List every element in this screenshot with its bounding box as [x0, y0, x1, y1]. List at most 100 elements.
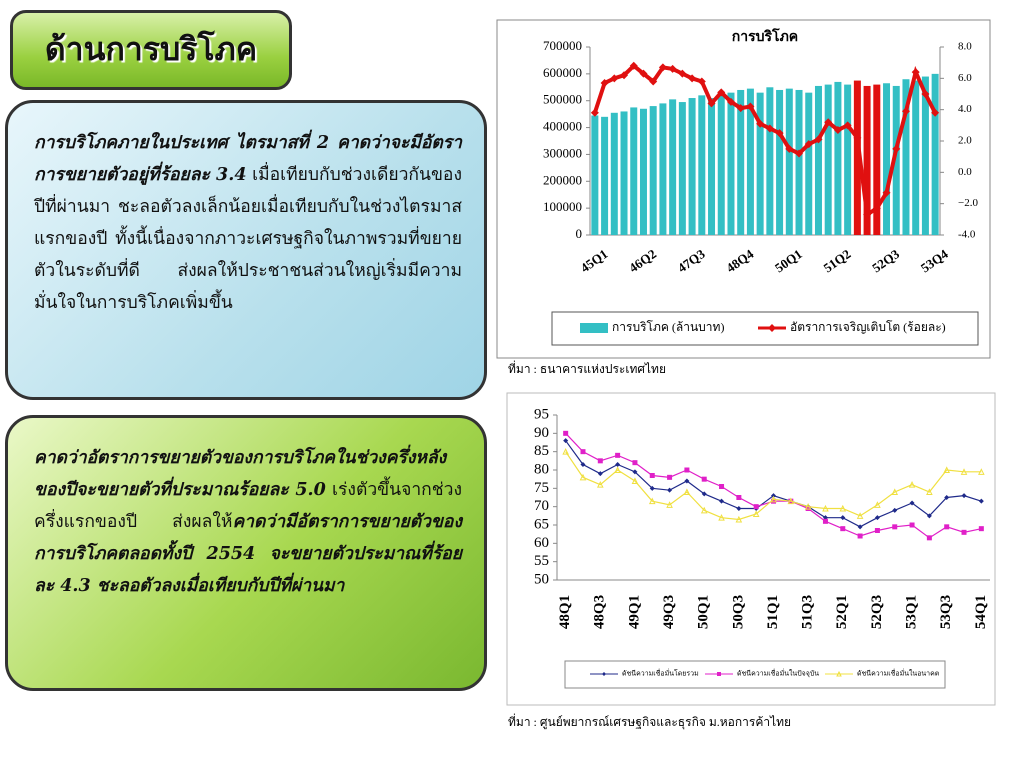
bar	[805, 92, 813, 236]
marker	[978, 468, 985, 475]
x-tick-label: 49Q3	[661, 595, 677, 629]
bar	[883, 83, 891, 235]
y-tick-label: 95	[534, 406, 549, 422]
y-tick-label: 700000	[543, 38, 582, 53]
marker	[667, 474, 673, 480]
y2-tick-label: 0.0	[958, 166, 972, 178]
x-tick-label: 51Q1	[765, 595, 781, 629]
bar	[737, 89, 745, 235]
y-tick-label: 65	[534, 516, 549, 532]
marker	[960, 468, 968, 475]
marker	[756, 119, 765, 128]
marker	[736, 506, 742, 511]
marker	[752, 510, 760, 517]
bar	[630, 107, 638, 235]
marker	[824, 118, 833, 127]
bar	[853, 80, 861, 235]
marker	[649, 485, 655, 491]
marker	[909, 522, 915, 528]
marker	[926, 535, 932, 541]
bar	[912, 80, 920, 235]
marker	[822, 518, 828, 524]
bar	[669, 99, 677, 235]
x-tick-label: 51Q3	[800, 595, 816, 629]
x-tick-label: 48Q3	[592, 595, 608, 629]
marker	[771, 493, 776, 499]
line	[565, 451, 982, 521]
bar	[717, 92, 725, 236]
legend-label: ดัชนีความเชื่อมั่นในปัจจุบัน	[737, 669, 819, 678]
marker	[639, 69, 648, 78]
marker	[892, 524, 898, 530]
marker	[707, 99, 716, 108]
marker	[632, 460, 638, 466]
x-tick-label: 50Q1	[696, 595, 712, 629]
marker	[961, 493, 967, 499]
legend-label: การบริโภค (ล้านบาท)	[612, 320, 724, 334]
marker	[615, 452, 621, 458]
legend-label: ดัชนีความเชื่อมั่นในอนาคต	[857, 669, 940, 678]
marker	[735, 515, 743, 523]
marker	[697, 77, 706, 86]
marker	[684, 478, 690, 484]
y2-tick-label: -4.0	[958, 229, 976, 241]
marker	[978, 498, 984, 504]
y-tick-label: 100000	[543, 199, 582, 214]
bar	[649, 106, 657, 235]
marker	[833, 126, 842, 135]
marker	[891, 488, 899, 495]
marker	[853, 133, 862, 142]
y-tick-label: 60	[534, 535, 549, 551]
marker	[911, 68, 920, 77]
bar	[708, 98, 716, 236]
marker	[648, 497, 656, 505]
source: ที่มา : ศูนย์พยากรณ์เศรษฐกิจและธุรกิจ ม.…	[508, 713, 791, 730]
bar	[639, 108, 647, 235]
marker	[753, 504, 759, 510]
marker	[771, 498, 776, 504]
marker	[666, 501, 673, 508]
marker	[921, 90, 930, 98]
marker	[804, 140, 813, 149]
bar	[601, 116, 609, 235]
marker	[926, 488, 933, 495]
marker	[579, 473, 587, 481]
bar	[795, 89, 803, 235]
marker	[874, 515, 880, 521]
marker	[746, 102, 755, 111]
marker	[944, 495, 950, 500]
bar	[678, 102, 686, 235]
y-tick-label: 70	[534, 498, 549, 514]
x-tick-label: 54Q1	[973, 595, 989, 629]
marker	[668, 64, 677, 73]
marker	[872, 204, 881, 213]
legend-label: ดัชนีความเชื่อมั่นโดยรวม	[622, 669, 699, 678]
x-tick-label: 53Q3	[938, 595, 954, 629]
marker	[909, 500, 915, 506]
marker	[856, 512, 864, 519]
text-box: คาดว่าอัตราการขยายตัวของการบริโภคในช่วงค…	[5, 415, 487, 691]
marker	[978, 526, 984, 532]
marker	[839, 504, 847, 512]
marker	[563, 438, 569, 444]
bar	[756, 92, 764, 236]
marker	[629, 61, 638, 70]
marker	[658, 63, 667, 72]
marker	[874, 528, 880, 533]
y-tick-label: 500000	[543, 92, 582, 107]
x-tick-label: 52Q3	[869, 595, 885, 629]
marker	[667, 487, 673, 493]
y-tick-label: 400000	[543, 119, 582, 134]
marker	[590, 108, 599, 117]
marker	[736, 104, 745, 113]
marker	[620, 71, 629, 80]
x-tick-label: 52Q1	[834, 595, 850, 629]
y2-tick-label: 6.0	[958, 72, 972, 84]
marker	[795, 149, 804, 158]
y-tick-label: 85	[534, 443, 549, 459]
bar	[591, 115, 599, 235]
bar	[844, 84, 852, 235]
y-tick-label: 80	[534, 461, 549, 477]
marker	[787, 497, 795, 505]
